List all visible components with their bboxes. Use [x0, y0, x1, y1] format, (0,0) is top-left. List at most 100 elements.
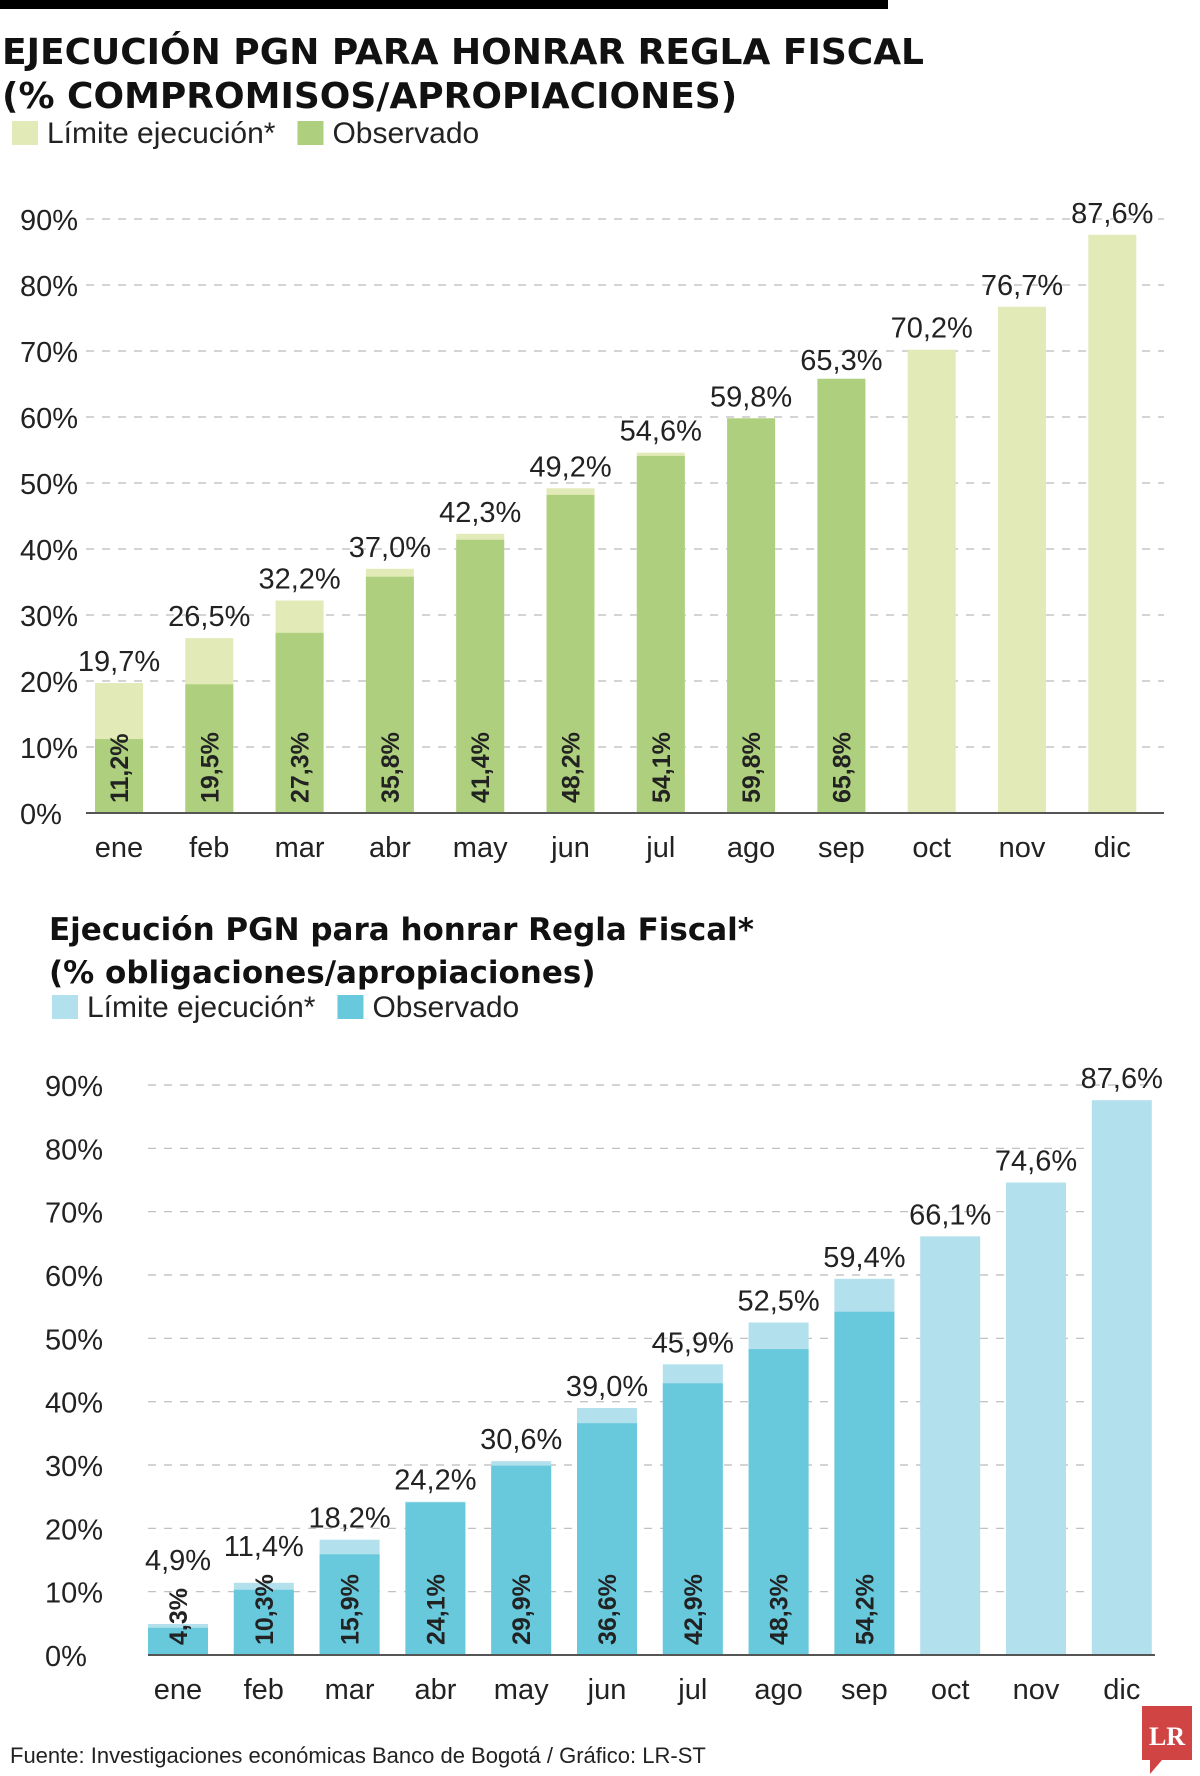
y-tick-label: 30%: [45, 1451, 103, 1483]
chart1-title: EJECUCIÓN PGN PARA HONRAR REGLA FISCAL: [2, 31, 924, 73]
y-tick-label: 20%: [20, 667, 78, 699]
x-tick-label: dic: [1094, 832, 1131, 864]
y-tick-label: 70%: [20, 337, 78, 369]
bar-observado-ene: [148, 1627, 208, 1655]
data-label-observado-jul: 54,1%: [648, 732, 676, 803]
bar-limite-oct: [907, 349, 956, 813]
svg-text:LR: LR: [1149, 1722, 1185, 1751]
y-tick-label: 30%: [20, 601, 78, 633]
x-tick-label: jun: [587, 1674, 627, 1706]
bar-limite-oct: [920, 1236, 981, 1655]
y-tick-label: 20%: [45, 1514, 103, 1546]
legend-swatch-limite: [12, 121, 38, 145]
data-label-limite-ene: 19,7%: [78, 646, 160, 678]
y-tick-label: 80%: [45, 1134, 103, 1166]
legend-swatch-observado: [337, 995, 364, 1019]
data-label-limite-nov: 76,7%: [981, 270, 1063, 302]
data-label-limite-jun: 49,2%: [529, 451, 611, 483]
bar-observado-mar: [275, 632, 324, 813]
data-label-limite-nov: 74,6%: [995, 1146, 1077, 1178]
data-label-limite-jun: 39,0%: [566, 1371, 648, 1403]
bar-observado-feb: [233, 1589, 294, 1655]
data-label-observado-abr: 35,8%: [377, 732, 405, 803]
data-label-limite-feb: 11,4%: [224, 1531, 304, 1563]
x-tick-label: jun: [550, 832, 590, 864]
x-tick-label: nov: [1013, 1674, 1060, 1706]
data-label-observado-sep: 65,8%: [828, 732, 856, 803]
x-tick-label: dic: [1103, 1674, 1140, 1706]
data-label-observado-feb: 10,3%: [251, 1574, 279, 1645]
y-tick-label: 90%: [45, 1071, 103, 1103]
x-tick-label: sep: [818, 832, 865, 864]
source-note: Fuente: Investigaciones económicas Banco…: [10, 1743, 706, 1768]
y-tick-label: 10%: [20, 733, 78, 765]
legend-label-observado: Observado: [332, 117, 479, 150]
data-label-observado-ago: 59,8%: [738, 732, 766, 803]
chart2-subtitle: (% obligaciones/apropiaciones): [49, 955, 595, 991]
bar-observado-jun: [546, 494, 595, 813]
y-tick-label: 60%: [20, 403, 78, 435]
data-label-limite-mar: 32,2%: [258, 563, 340, 595]
x-tick-label: nov: [999, 832, 1046, 864]
x-tick-label: jul: [677, 1674, 707, 1706]
bar-observado-abr: [405, 1502, 466, 1655]
chart1: Límite ejecución* Observado 0% 10% 20% 30% 40%…: [12, 117, 1164, 864]
y-tick-label: 70%: [45, 1198, 103, 1230]
x-tick-label: mar: [275, 832, 325, 864]
data-label-observado-jun: 36,6%: [594, 1574, 622, 1645]
bar-observado-abr: [365, 576, 414, 813]
x-tick-label: jul: [645, 832, 675, 864]
x-tick-label: oct: [912, 832, 951, 864]
y-tick-label: 10%: [45, 1578, 103, 1610]
x-tick-label: feb: [244, 1674, 284, 1706]
legend-label-limite: Límite ejecución*: [47, 117, 276, 150]
x-tick-label: ago: [754, 1674, 802, 1706]
bar-observado-sep: [834, 1311, 895, 1655]
bar-observado-jun: [577, 1423, 637, 1655]
chart2: Límite ejecución* Observado 0% 10% 20% 30% 40%…: [45, 991, 1163, 1706]
data-label-limite-ene: 4,9%: [145, 1545, 211, 1577]
x-tick-label: oct: [931, 1674, 970, 1706]
y-tick-label: 80%: [20, 271, 78, 303]
x-tick-label: ene: [154, 1674, 202, 1706]
data-label-limite-jul: 54,6%: [620, 416, 702, 448]
y-tick-label: 50%: [20, 469, 78, 501]
top-rule: [0, 0, 888, 9]
data-label-limite-jul: 45,9%: [652, 1327, 734, 1359]
data-label-observado-ago: 48,3%: [766, 1574, 794, 1645]
y-tick-label: 40%: [45, 1388, 103, 1420]
bar-observado-jul: [662, 1383, 723, 1655]
bar-observado-sep: [817, 378, 866, 813]
bar-observado-may: [491, 1465, 552, 1655]
data-label-observado-mar: 27,3%: [287, 732, 315, 803]
x-tick-label: feb: [189, 832, 229, 864]
y-tick-label: 60%: [45, 1261, 103, 1293]
chart2-title: Ejecución PGN para honrar Regla Fiscal*: [49, 912, 754, 948]
y-tick-label: 40%: [20, 535, 78, 567]
chart1-subtitle: (% COMPROMISOS/APROPIACIONES): [2, 76, 737, 117]
bar-observado-jul: [636, 455, 685, 813]
legend-label-limite: Límite ejecución*: [87, 991, 316, 1024]
y-tick-label: 0%: [20, 799, 62, 831]
x-tick-label: abr: [414, 1674, 456, 1706]
x-tick-label: mar: [325, 1674, 375, 1706]
data-label-limite-feb: 26,5%: [168, 601, 250, 633]
bar-observado-ago: [748, 1349, 809, 1655]
data-label-limite-sep: 59,4%: [823, 1242, 905, 1274]
legend-swatch-observado: [297, 121, 324, 145]
data-label-observado-abr: 24,1%: [422, 1574, 450, 1645]
data-label-observado-feb: 19,5%: [196, 732, 224, 803]
bar-observado-ene: [95, 739, 143, 813]
data-label-observado-may: 41,4%: [467, 732, 495, 803]
data-label-observado-ene: 4,3%: [165, 1588, 193, 1645]
data-label-observado-ene: 11,2%: [106, 733, 134, 803]
data-label-observado-jun: 48,2%: [558, 732, 586, 803]
bar-limite-dic: [1088, 234, 1137, 814]
x-tick-label: ago: [727, 832, 775, 864]
y-tick-label: 90%: [20, 205, 78, 237]
data-label-limite-mar: 18,2%: [308, 1503, 390, 1535]
y-tick-label: 0%: [45, 1641, 87, 1673]
y-tick-label: 50%: [45, 1324, 103, 1356]
data-label-observado-jul: 42,9%: [680, 1574, 708, 1645]
